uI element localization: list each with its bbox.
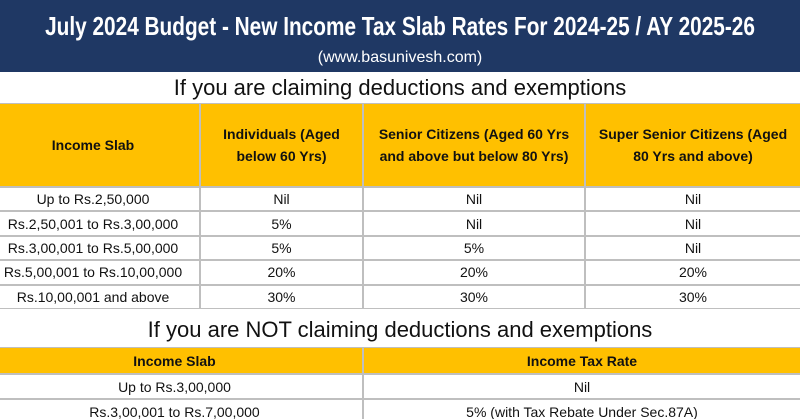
cell: Nil [200, 187, 363, 212]
cell: Rs.3,00,001 to Rs.7,00,000 [0, 399, 363, 419]
cell: 5% [200, 211, 363, 236]
section-heading: If you are NOT claiming deductions and e… [147, 317, 653, 342]
cell: 5% (with Tax Rebate Under Sec.87A) [363, 399, 800, 419]
cell: Nil [585, 211, 800, 236]
cell: 20% [200, 260, 363, 285]
cell: 30% [200, 284, 363, 309]
header-cell: Individuals (Aged below 60 Yrs) [200, 103, 363, 187]
cell: Nil [585, 235, 800, 261]
subtitle: (www.basunivesh.com) [317, 49, 483, 66]
header-cell: Senior Citizens (Aged 60 Yrs and above b… [363, 103, 585, 187]
header-cell: Income Slab [0, 347, 363, 374]
cell: 5% [200, 235, 363, 261]
header-cell: Income Tax Rate [363, 347, 800, 374]
header-band [0, 0, 800, 72]
cell: Nil [363, 211, 585, 236]
cell: Rs.5,00,001 to Rs.10,00,000 [0, 260, 200, 285]
header-cell: Income Slab [0, 103, 200, 187]
cell: 30% [585, 284, 800, 309]
cell: Rs.10,00,001 and above [0, 284, 200, 309]
cell: Nil [363, 187, 585, 212]
cell: Up to Rs.3,00,000 [0, 374, 363, 399]
cell: Nil [585, 187, 800, 212]
cell: 30% [363, 284, 585, 309]
cell: Rs.3,00,001 to Rs.5,00,000 [0, 235, 200, 261]
cell: Up to Rs.2,50,000 [0, 187, 200, 212]
cell: Nil [363, 374, 800, 399]
header-cell: Super Senior Citizens (Aged 80 Yrs and a… [585, 103, 800, 187]
title: July 2024 Budget - New Income Tax Slab R… [45, 10, 755, 41]
cell: 5% [363, 235, 585, 261]
section-heading: If you are claiming deductions and exemp… [173, 74, 627, 100]
cell: 20% [363, 260, 585, 285]
cell: Rs.2,50,001 to Rs.3,00,000 [0, 211, 200, 236]
cell: 20% [585, 260, 800, 285]
